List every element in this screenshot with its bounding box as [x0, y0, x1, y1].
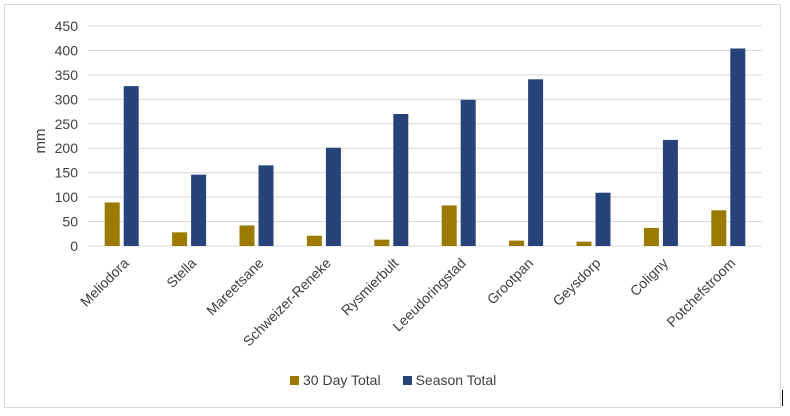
bar-season-potchefstroom — [730, 48, 746, 246]
legend-item-season: Season Total — [402, 372, 497, 388]
x-tick-label: Coligny — [627, 255, 671, 299]
bar-season-stella — [191, 174, 207, 246]
y-tick-label: 450 — [55, 18, 79, 34]
bar-30-day-potchefstroom — [711, 210, 727, 246]
y-tick-labels: 0 50 100 150 200 250 300 350 400 450 — [55, 18, 79, 254]
bars — [104, 48, 746, 247]
bar-season-leeudoringstad — [460, 99, 476, 246]
legend-swatch-season — [402, 375, 412, 385]
legend-label-30-day: 30 Day Total — [303, 372, 381, 388]
text-cursor — [782, 390, 783, 406]
bar-season-rysmierbult — [393, 114, 409, 246]
x-tick-label: Meliodora — [77, 255, 132, 310]
gridlines — [88, 25, 762, 247]
y-axis-label: mm — [32, 129, 49, 154]
bar-30-day-stella — [172, 232, 188, 246]
bar-season-meliodora — [123, 86, 139, 246]
bar-season-mareetsane — [258, 165, 274, 246]
bar-season-grootpan — [528, 79, 544, 247]
x-tick-label: Geysdorp — [549, 255, 603, 309]
bar-30-day-meliodora — [104, 202, 120, 246]
bar-30-day-coligny — [643, 227, 659, 246]
legend-item-30-day: 30 Day Total — [290, 372, 381, 388]
y-tick-label: 100 — [55, 189, 79, 205]
x-tick-label: Rysmierbult — [338, 255, 402, 319]
y-tick-label: 0 — [70, 238, 78, 254]
y-tick-label: 250 — [55, 116, 79, 132]
x-tick-label: Mareetsane — [203, 255, 267, 319]
bar-season-geysdorp — [595, 192, 611, 246]
x-tick-label: Stella — [163, 255, 199, 291]
y-tick-label: 400 — [55, 42, 79, 58]
bar-30-day-leeudoringstad — [441, 205, 457, 246]
bar-30-day-grootpan — [509, 240, 525, 246]
y-tick-label: 350 — [55, 67, 79, 83]
legend-label-season: Season Total — [415, 372, 497, 388]
bar-30-day-geysdorp — [576, 241, 592, 246]
y-tick-label: 50 — [62, 214, 78, 230]
y-tick-label: 150 — [55, 165, 79, 181]
bar-season-schweizer-reneke — [325, 147, 341, 246]
y-tick-label: 200 — [55, 140, 79, 156]
bar-30-day-schweizer-reneke — [306, 235, 322, 246]
bar-season-coligny — [662, 139, 678, 246]
x-tick-label: Leeudoringstad — [389, 255, 469, 335]
x-tick-labels: Meliodora Stella MareetsaneSchweizer-Renek… — [77, 255, 738, 350]
x-tick-label: Grootpan — [484, 255, 537, 308]
x-tick-label: Potchefstroom — [663, 255, 738, 330]
legend-swatch-30-day — [290, 375, 299, 385]
y-tick-label: 300 — [55, 91, 79, 107]
bar-30-day-rysmierbult — [374, 239, 390, 246]
legend: 30 Day Total Season Total — [290, 372, 496, 388]
bar-30-day-mareetsane — [239, 225, 255, 246]
